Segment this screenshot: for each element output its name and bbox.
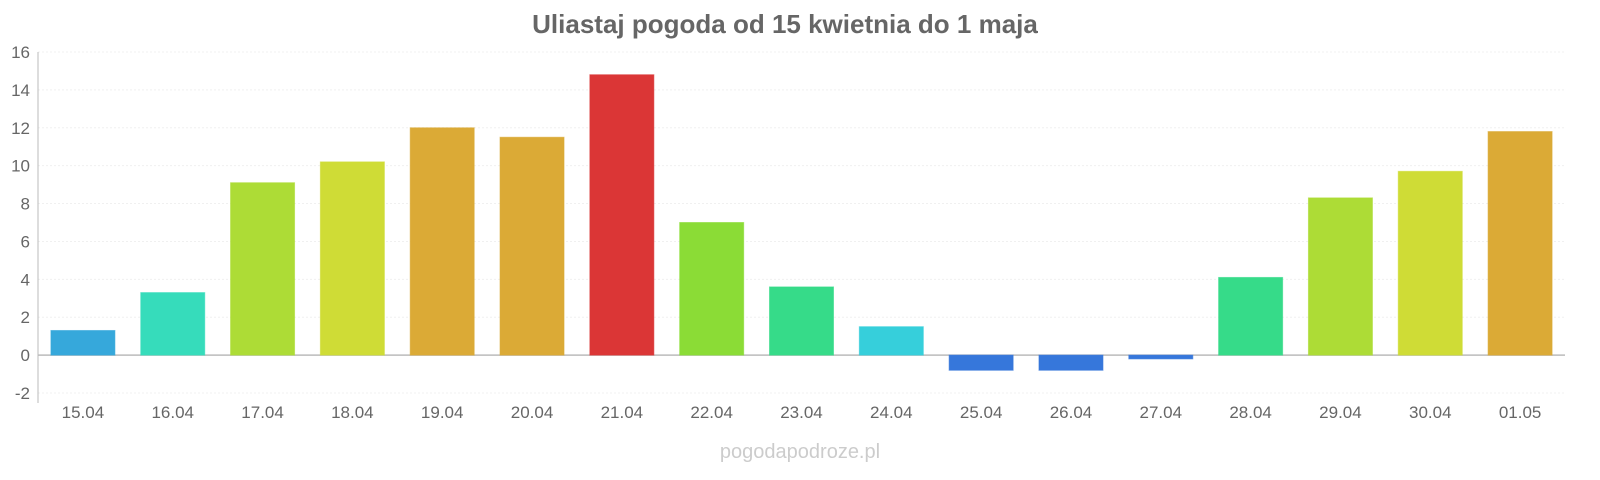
x-tick-label: 20.04 [511,403,554,422]
x-tick-label: 16.04 [151,403,194,422]
x-tick-label: 19.04 [421,403,464,422]
x-tick-label: 27.04 [1140,403,1183,422]
x-tick-label: 29.04 [1319,403,1362,422]
chart-title: Uliastaj pogoda od 15 kwietnia do 1 maja [532,9,1038,39]
bar-27.04[interactable] [1128,354,1194,360]
y-tick-label: 16 [11,43,30,62]
bar-01.05[interactable] [1487,131,1553,356]
bar-18.04[interactable] [319,161,385,356]
x-tick-label: 15.04 [62,403,105,422]
watermark: pogodapodroze.pl [720,441,880,463]
bar-17.04[interactable] [230,182,296,356]
x-tick-label: 30.04 [1409,403,1452,422]
x-tick-label: 23.04 [780,403,823,422]
y-tick-label: 6 [21,232,30,251]
x-tick-label: 22.04 [690,403,733,422]
y-tick-label: 14 [11,81,30,100]
y-tick-label: 0 [21,346,30,365]
x-tick-label: 01.05 [1499,403,1542,422]
bar-26.04[interactable] [1038,354,1104,371]
bar-19.04[interactable] [409,127,475,356]
x-tick-label: 17.04 [241,403,284,422]
y-tick-label: -2 [15,384,30,403]
x-tick-label: 25.04 [960,403,1003,422]
x-tick-label: 28.04 [1229,403,1272,422]
y-tick-label: 12 [11,119,30,138]
y-tick-label: 10 [11,157,30,176]
x-tick-label: 24.04 [870,403,913,422]
bar-25.04[interactable] [948,354,1014,371]
x-tick-label: 26.04 [1050,403,1093,422]
bar-21.04[interactable] [589,74,655,356]
bar-16.04[interactable] [140,292,206,356]
bar-29.04[interactable] [1307,197,1373,356]
bar-15.04[interactable] [50,329,116,356]
y-tick-label: 2 [21,308,30,327]
bar-23.04[interactable] [769,286,834,356]
x-tick-label: 21.04 [601,403,644,422]
bar-24.04[interactable] [858,326,924,356]
bar-30.04[interactable] [1397,170,1463,356]
bar-22.04[interactable] [679,222,745,356]
bar-28.04[interactable] [1218,276,1284,356]
y-tick-label: 4 [21,270,30,289]
y-tick-label: 8 [21,195,30,214]
x-tick-label: 18.04 [331,403,374,422]
bar-20.04[interactable] [499,136,565,356]
